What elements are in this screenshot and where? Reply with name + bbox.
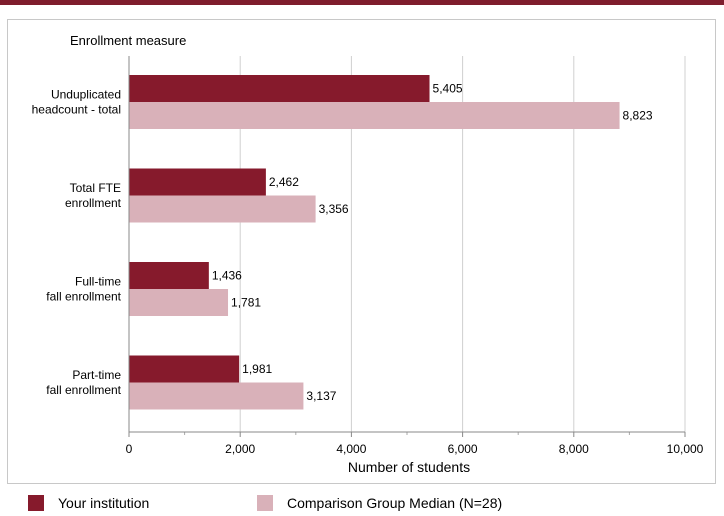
bar [129,355,240,383]
bars-layer [129,75,620,410]
legend-swatch-comparison-group [257,495,273,511]
legend: Your institution Comparison Group Median… [0,492,724,516]
top-accent-bar [0,0,724,5]
category-label: enrollment [65,196,122,210]
category-label: Unduplicated [51,88,121,102]
x-tick-label: 2,000 [225,442,255,456]
data-label: 3,137 [306,389,336,403]
category-label: fall enrollment [46,290,121,304]
bar-chart: Enrollment measure 5,405 8,823 Unduplicate… [32,33,704,475]
chart-title: Enrollment measure [70,33,186,48]
bar [129,75,430,102]
data-label: 1,981 [242,362,272,376]
bar [129,195,316,223]
data-label: 1,781 [231,296,261,310]
legend-label-comparison-group: Comparison Group Median (N=28) [287,495,503,511]
legend-item-your-institution: Your institution [28,495,149,511]
category-label: Total FTE [70,181,121,195]
x-tick-label: 8,000 [559,442,589,456]
category-label: Part-time [72,368,121,382]
data-label: 5,405 [433,82,463,96]
x-tick-label: 0 [126,442,133,456]
legend-label-your-institution: Your institution [58,495,150,511]
x-tick-label: 6,000 [448,442,478,456]
bar [129,168,266,196]
category-label: fall enrollment [46,383,121,397]
axis-layer: 0 2,000 4,000 6,000 8,000 10,000 [126,56,704,456]
bar [129,262,209,289]
chart-frame: Enrollment measure 5,405 8,823 Unduplicate… [7,19,716,484]
data-label: 1,436 [212,269,242,283]
data-label: 2,462 [269,175,299,189]
category-label: headcount - total [32,103,121,117]
x-tick-label: 10,000 [667,442,704,456]
bar [129,382,304,410]
legend-item-comparison-group: Comparison Group Median (N=28) [257,495,502,511]
bar [129,289,229,316]
category-label: Full-time [75,275,121,289]
bar [129,102,620,129]
legend-swatch-your-institution [28,495,44,511]
x-tick-label: 4,000 [336,442,366,456]
x-axis-label: Number of students [348,459,470,475]
data-label: 3,356 [319,202,349,216]
data-label: 8,823 [623,109,653,123]
